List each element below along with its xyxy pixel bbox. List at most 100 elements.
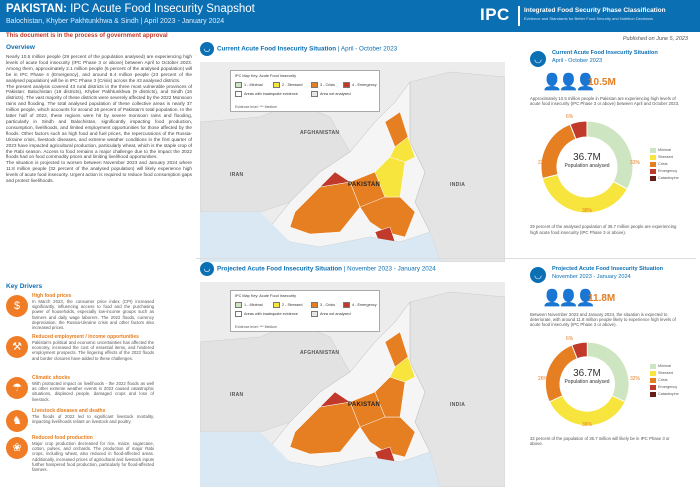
- logo-full-name: Integrated Food Security Phase Classific…: [524, 7, 666, 14]
- projected-summary-period: November 2023 - January 2024: [552, 274, 631, 280]
- current-map-panel: ◡ Current Acute Food Insecurity Situation…: [200, 42, 505, 262]
- projected-donut-legend: Minimal Stressed Crisis Emergency Catast…: [650, 363, 679, 399]
- projected-map-heading: ◡ Projected Acute Food Insecurity Situati…: [200, 262, 505, 276]
- current-population-number: 36.7M: [573, 152, 601, 164]
- projected-note: 32 percent of the population of 36.7 mil…: [530, 435, 670, 446]
- ipc-logo: IPC Integrated Food Security Phase Class…: [480, 5, 695, 27]
- legend-not-analysed: Area not analysed: [311, 311, 351, 317]
- driver-text: With protracted impact on livelihoods - …: [32, 381, 154, 402]
- pct-stressed: 36%: [582, 421, 593, 428]
- current-donut-legend: Minimal Stressed Crisis Emergency Catast…: [650, 148, 679, 183]
- livestock-icon: ♞: [6, 410, 28, 432]
- current-summary-header: ◡ Current Acute Food Insecurity Situatio…: [530, 50, 695, 70]
- legend-minimal: 1 - Minimal: [235, 82, 263, 88]
- pct-emergency: 6%: [566, 114, 574, 121]
- driver-item: ☂ Climatic shocks With protracted impact…: [6, 375, 192, 405]
- legend-stressed: Stressed: [650, 370, 679, 378]
- prices-icon: $: [6, 295, 28, 317]
- driver-title: Reduced employment / income opportunitie…: [32, 334, 139, 340]
- projected-map-panel: ◡ Projected Acute Food Insecurity Situati…: [200, 262, 505, 487]
- pct-stressed: 38%: [582, 208, 593, 215]
- projected-donut-svg: [545, 341, 630, 426]
- key-drivers-heading: Key Drivers: [6, 283, 43, 290]
- current-donut-center: 36.7M Population analysed: [552, 152, 622, 169]
- legend-catastrophe: Catastrophe: [650, 176, 679, 183]
- legend-title: IPC Map Key: Acute Food Insecurity: [235, 74, 296, 78]
- legend-title: IPC Map Key: Acute Food Insecurity: [235, 294, 296, 298]
- pct-crisis: 23%: [538, 160, 549, 167]
- legend-crisis: 3 - Crisis: [311, 82, 335, 88]
- legend-inadequate: Areas with inadequate evidence: [235, 91, 298, 97]
- label-iran: IRAN: [230, 392, 244, 398]
- current-summary-title: Current Acute Food Insecurity Situation: [552, 50, 658, 56]
- projected-population-label: Population analysed: [564, 378, 610, 385]
- donut-slice-emergency: [569, 120, 588, 141]
- legend-emergency: 4 - Emergency: [343, 82, 377, 88]
- section-divider: [196, 258, 696, 259]
- driver-title: Livestock diseases and deaths: [32, 408, 106, 414]
- legend-crisis: Crisis: [650, 162, 679, 169]
- overview-paragraph-3: The situation is projected to worsen bet…: [6, 160, 192, 184]
- legend-not-analysed: Area not analysed: [311, 91, 351, 97]
- pct-minimal: 32%: [630, 375, 641, 382]
- legend-stressed: Stressed: [650, 155, 679, 162]
- logo-short: IPC: [480, 5, 510, 24]
- country-name: PAKISTAN:: [6, 3, 67, 15]
- projected-map[interactable]: IPC Map Key: Acute Food Insecurity 1 - M…: [200, 282, 505, 487]
- evidence-level: Evidence level: *** Medium: [235, 105, 278, 109]
- projected-population-number: 36.7M: [573, 367, 601, 379]
- label-india: INDIA: [450, 182, 466, 188]
- published-date: Published on June 5, 2023: [622, 36, 688, 42]
- legend-minimal: Minimal: [650, 148, 679, 155]
- key-drivers-section: Key Drivers $ High food prices In March …: [6, 283, 192, 478]
- overview-paragraph-1: Nearly 10.5 million people (29 percent o…: [6, 54, 192, 83]
- employment-icon: ⚒: [6, 336, 28, 358]
- driver-title: Climatic shocks: [32, 375, 71, 381]
- projected-summary-title: Projected Acute Food Insecurity Situatio…: [552, 266, 664, 272]
- driver-item: ❀ Reduced food production Major crop pro…: [6, 435, 192, 475]
- legend-stressed: 2 - Stressed: [273, 302, 302, 308]
- legend-crisis: 3 - Crisis: [311, 302, 335, 308]
- current-map[interactable]: IPC Map Key: Acute Food Insecurity 1 - M…: [200, 62, 505, 262]
- driver-item: ♞ Livestock diseases and deaths The floo…: [6, 408, 192, 432]
- label-india: INDIA: [450, 402, 466, 408]
- donut-slice-emergency: [571, 341, 588, 359]
- bowl-icon: ◡: [200, 262, 214, 276]
- driver-text: The floods of 2022 led to significant li…: [32, 414, 154, 425]
- logo-bar: [518, 6, 520, 26]
- driver-item: ⚒ Reduced employment / income opportunit…: [6, 334, 192, 372]
- map-legend: IPC Map Key: Acute Food Insecurity 1 - M…: [230, 290, 380, 332]
- production-icon: ❀: [6, 437, 28, 459]
- legend-minimal: Minimal: [650, 363, 679, 371]
- current-note: 29 percent of the analysed population of…: [530, 224, 677, 235]
- legend-catastrophe: Catastrophe: [650, 391, 679, 399]
- overview-paragraph-2: The present analysis covered 43 rural di…: [6, 83, 192, 160]
- bowl-icon: ◡: [530, 267, 546, 283]
- pct-crisis: 26%: [538, 375, 549, 382]
- projected-people-count: 11.8M: [588, 293, 616, 304]
- legend-emergency: Emergency: [650, 384, 679, 392]
- projected-donut-center: 36.7M Population analysed: [552, 368, 622, 385]
- label-pakistan: PAKISTAN: [348, 182, 381, 188]
- label-pakistan: PAKISTAN: [348, 402, 381, 408]
- pct-emergency: 6%: [566, 335, 574, 342]
- projected-description: Between November 2023 and January 2024, …: [530, 312, 676, 328]
- projected-donut: 36.7M Population analysed 32% 36% 26% 6%…: [530, 334, 695, 434]
- driver-title: High food prices: [32, 293, 72, 299]
- title-text: IPC Acute Food Insecurity Snapshot: [70, 3, 255, 15]
- overview-heading: Overview: [6, 44, 35, 51]
- driver-text: Major crop production decreased for rice…: [32, 441, 154, 473]
- approval-notice: This document is in the process of gover…: [6, 33, 168, 39]
- map-legend: IPC Map Key: Acute Food Insecurity 1 - M…: [230, 70, 380, 112]
- current-description: Approximately 10.5 million people in Pak…: [530, 96, 680, 107]
- driver-title: Reduced food production: [32, 435, 93, 441]
- current-map-svg: [200, 62, 505, 262]
- pct-minimal: 33%: [630, 160, 641, 167]
- legend-emergency: 4 - Emergency: [343, 302, 377, 308]
- document-title: PAKISTAN: IPC Acute Food Insecurity Snap…: [6, 3, 255, 15]
- climate-icon: ☂: [6, 377, 28, 399]
- current-population-label: Population analysed: [564, 163, 610, 170]
- legend-stressed: 2 - Stressed: [273, 82, 302, 88]
- driver-text: Pakistan's political and economic uncert…: [32, 340, 154, 361]
- bowl-icon: ◡: [530, 51, 546, 67]
